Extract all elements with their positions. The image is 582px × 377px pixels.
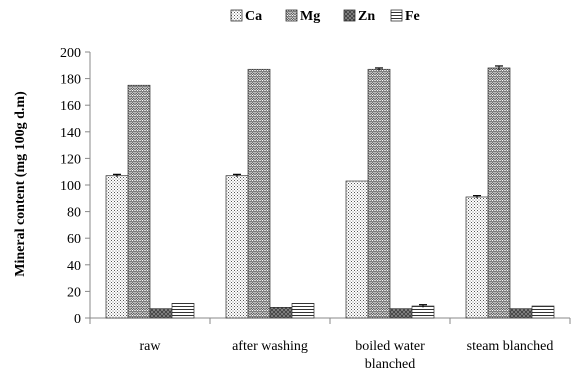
x-category-label: steam blanched bbox=[467, 339, 554, 354]
legend: Ca Mg Zn Fe bbox=[230, 9, 420, 24]
y-tick-label: 140 bbox=[60, 126, 81, 141]
legend-item-mg: Mg bbox=[285, 9, 320, 24]
x-category-label-line: steam blanched bbox=[467, 339, 554, 354]
y-tick-label: 180 bbox=[60, 73, 81, 88]
bar-fe-3 bbox=[411, 305, 435, 319]
x-category-label-line: after washing bbox=[232, 339, 308, 354]
y-tick-label: 80 bbox=[67, 206, 81, 221]
bar-mg-4 bbox=[487, 67, 511, 319]
bar-mg-2 bbox=[247, 68, 271, 319]
bar-zn-2 bbox=[269, 307, 293, 319]
x-category-label-line: blanched bbox=[365, 357, 416, 372]
bar-ca-1 bbox=[105, 175, 129, 319]
legend-swatch bbox=[343, 9, 356, 22]
bar-fe-4 bbox=[531, 305, 555, 319]
y-tick-label: 0 bbox=[74, 312, 81, 327]
y-tick-label: 100 bbox=[60, 179, 81, 194]
y-tick-label: 40 bbox=[67, 259, 81, 274]
bar-zn-1 bbox=[149, 308, 173, 319]
bar-mg-3 bbox=[367, 68, 391, 319]
legend-item-zn: Zn bbox=[343, 9, 375, 24]
legend-label: Fe bbox=[405, 9, 420, 24]
bar-zn-3 bbox=[389, 308, 413, 319]
y-tick-label: 20 bbox=[67, 285, 81, 300]
legend-label: Zn bbox=[358, 9, 375, 24]
x-category-label-line: boiled water bbox=[355, 339, 425, 354]
legend-label: Mg bbox=[300, 9, 320, 24]
legend-swatch bbox=[230, 9, 243, 22]
bar-mg-1 bbox=[127, 84, 151, 319]
bar-ca-2 bbox=[225, 175, 249, 319]
y-axis-title: Mineral content (mg 100g d.m) bbox=[13, 91, 28, 277]
x-category-label: after washing bbox=[232, 339, 308, 354]
bar-zn-4 bbox=[509, 308, 533, 319]
x-category-label: raw bbox=[140, 339, 162, 354]
legend-item-fe: Fe bbox=[390, 9, 420, 24]
legend-swatch bbox=[390, 9, 403, 22]
y-tick-label: 160 bbox=[60, 99, 81, 114]
x-category-label-line: raw bbox=[140, 339, 162, 354]
plot-area: 0 20 40 60 80 100 120 140 160 180 200 raw after wash… bbox=[60, 46, 571, 372]
x-category-label: boiled water blanched bbox=[355, 339, 425, 372]
bar-ca-4 bbox=[465, 196, 489, 319]
y-tick-label: 60 bbox=[67, 232, 81, 247]
y-tick-label: 200 bbox=[60, 46, 81, 61]
bar-fe-1 bbox=[171, 303, 195, 319]
legend-item-ca: Ca bbox=[230, 9, 262, 24]
bar-ca-3 bbox=[345, 180, 369, 319]
y-tick-label: 120 bbox=[60, 152, 81, 167]
bar-fe-2 bbox=[291, 303, 315, 319]
legend-swatch bbox=[285, 9, 298, 22]
legend-label: Ca bbox=[245, 9, 262, 24]
